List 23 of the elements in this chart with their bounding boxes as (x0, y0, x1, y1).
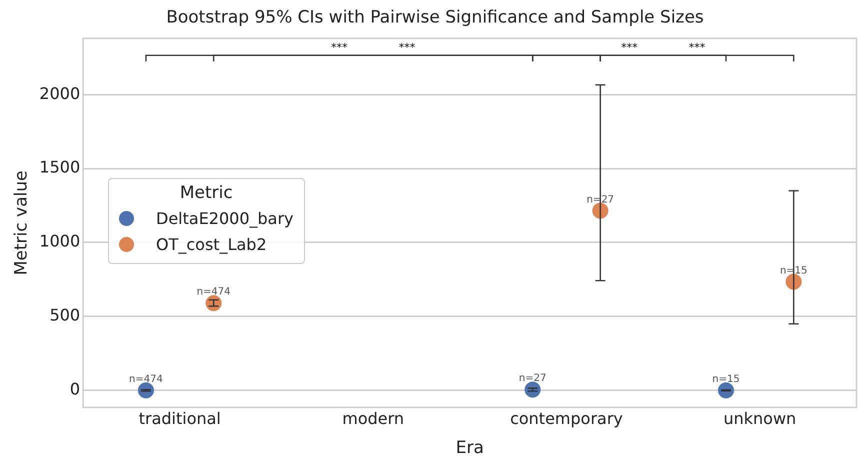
y-tick-label: 500 (50, 306, 80, 325)
x-tick-label: traditional (138, 409, 221, 428)
y-tick-label: 2000 (39, 84, 80, 103)
legend-label: OT_cost_Lab2 (156, 234, 267, 254)
y-tick-label: 0 (70, 380, 80, 399)
y-axis-title: Metric value (12, 170, 32, 276)
annotation: *** (331, 40, 348, 54)
annotation: n=27 (518, 373, 546, 384)
x-tick-label: contemporary (510, 409, 623, 428)
annotation: n=474 (196, 286, 231, 298)
legend-title: Metric (178, 183, 234, 203)
annotation: n=474 (129, 374, 163, 385)
x-tick-label: modern (342, 409, 404, 428)
y-tick-label: 1500 (39, 158, 80, 177)
x-tick-label: unknown (723, 409, 796, 428)
x-axis-title: Era (456, 438, 484, 458)
y-tick-label: 1000 (39, 232, 80, 251)
annotation: *** (398, 40, 416, 54)
annotation: *** (621, 40, 638, 54)
chart-title: Bootstrap 95% CIs with Pairwise Significance and Sample Sizes (166, 8, 704, 28)
legend-label: DeltaE2000_bary (156, 208, 294, 228)
annotation: *** (688, 40, 706, 54)
annotation: n=15 (712, 374, 740, 385)
